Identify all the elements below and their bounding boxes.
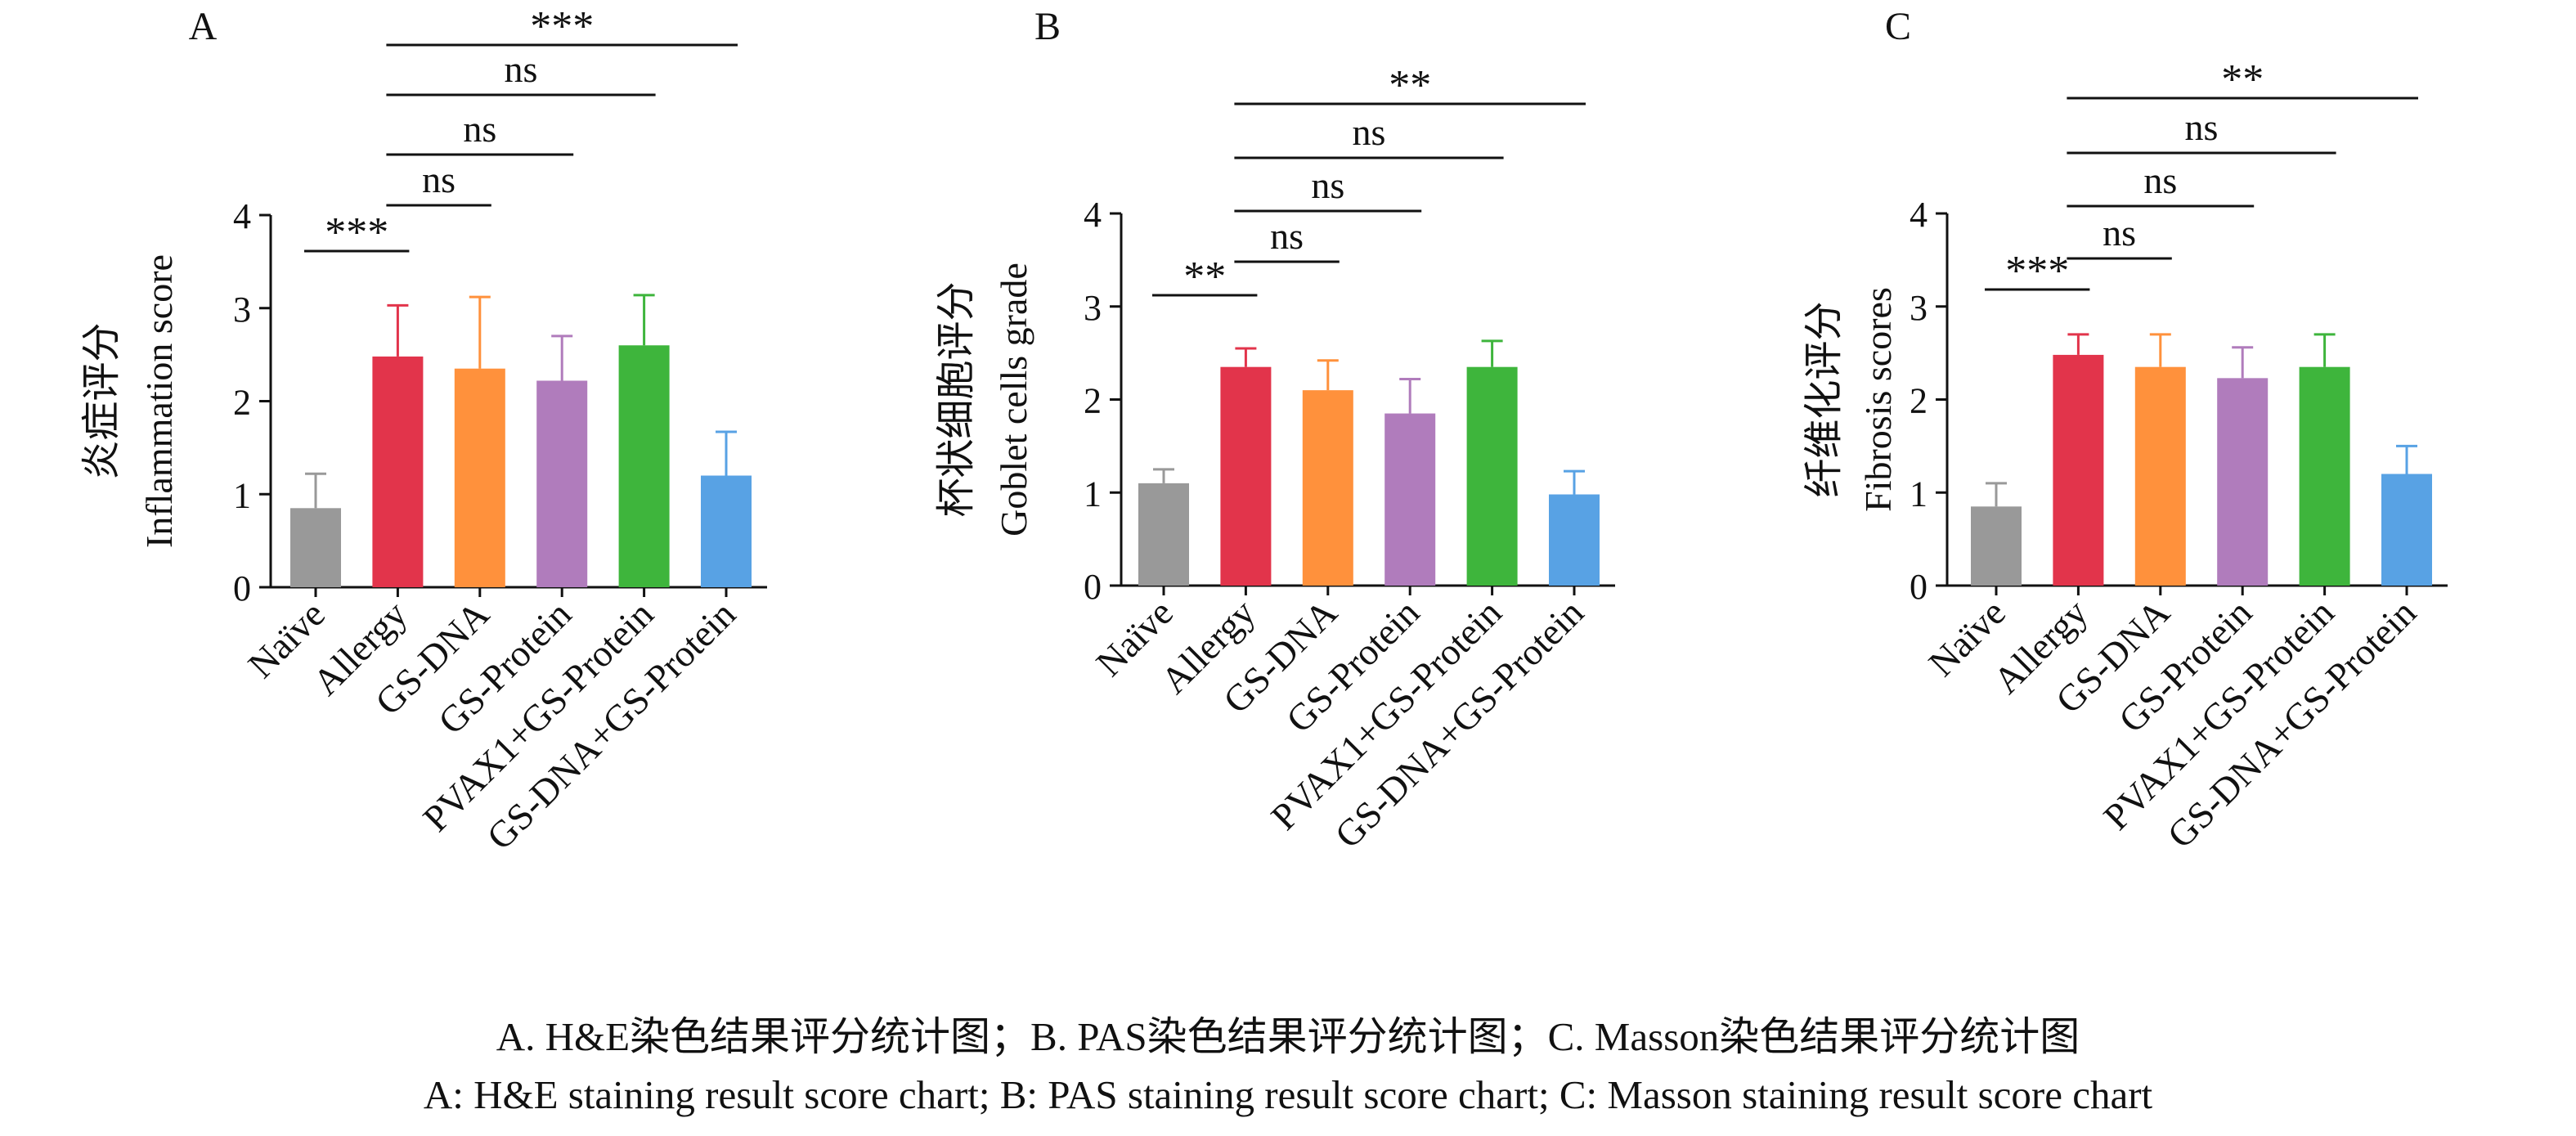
- y-tick-label: 1: [1910, 474, 1928, 514]
- y-axis-title-english: Goblet cells grade: [993, 263, 1034, 537]
- panel-label: A: [189, 5, 218, 48]
- y-tick-label: 3: [1084, 288, 1102, 328]
- significance-label: ns: [422, 159, 456, 200]
- y-tick-label: 0: [1910, 567, 1928, 607]
- y-tick-label: 3: [1910, 288, 1928, 328]
- y-tick-label: 0: [233, 568, 251, 608]
- significance-label: ns: [2185, 106, 2219, 148]
- significance-label: ns: [1270, 215, 1304, 257]
- y-tick-label: 1: [1084, 474, 1102, 514]
- significance-label: ns: [463, 108, 496, 150]
- y-axis-title-chinese: 杯状细胞评分: [935, 281, 978, 517]
- significance-label: ***: [325, 209, 388, 256]
- panel-label: B: [1034, 5, 1061, 48]
- bar: [1549, 494, 1600, 586]
- bar: [2299, 366, 2350, 586]
- bar: [2381, 474, 2432, 586]
- bar: [618, 345, 670, 587]
- bar: [1138, 483, 1189, 586]
- significance-label: ***: [2005, 248, 2069, 294]
- significance-label: **: [2221, 56, 2264, 103]
- panel-label: C: [1885, 5, 1911, 48]
- figure-caption-english: A: H&E staining result score chart; B: P…: [423, 1072, 2153, 1117]
- bar: [536, 380, 588, 587]
- significance-label: ***: [530, 3, 594, 50]
- y-tick-label: 3: [233, 290, 251, 330]
- significance-label: ns: [1311, 164, 1344, 206]
- y-tick-label: 2: [1910, 381, 1928, 421]
- y-tick-label: 2: [233, 383, 251, 423]
- bar: [2217, 378, 2269, 586]
- figure-caption-chinese: A. H&E染色结果评分统计图；B. PAS染色结果评分统计图；C. Masso…: [496, 1014, 2080, 1059]
- bar: [372, 356, 424, 587]
- bar: [1302, 390, 1353, 586]
- bar: [1971, 506, 2022, 586]
- y-tick-label: 4: [233, 196, 251, 236]
- y-tick-label: 4: [1084, 195, 1102, 235]
- bar: [2053, 354, 2104, 586]
- bar: [454, 368, 505, 587]
- significance-label: ns: [1353, 111, 1386, 153]
- bar: [1466, 366, 1518, 586]
- significance-label: **: [1389, 62, 1431, 109]
- significance-label: ns: [2143, 159, 2177, 201]
- y-tick-label: 1: [233, 475, 251, 515]
- y-tick-label: 2: [1084, 381, 1102, 421]
- y-axis-title-chinese: 纤维化评分: [1802, 301, 1846, 497]
- y-axis-title-english: Fibrosis scores: [1857, 287, 1899, 512]
- bar: [2134, 366, 2186, 586]
- bar: [701, 475, 752, 587]
- bar: [290, 508, 341, 587]
- y-axis-title-english: Inflammation score: [138, 254, 180, 548]
- y-axis-title-chinese: 炎症评分: [80, 322, 123, 479]
- y-tick-label: 0: [1084, 567, 1102, 607]
- bar: [1220, 366, 1272, 586]
- significance-label: ns: [505, 48, 538, 90]
- y-tick-label: 4: [1910, 195, 1928, 235]
- significance-label: ns: [2103, 212, 2136, 254]
- bar: [1384, 413, 1436, 586]
- significance-label: **: [1183, 254, 1226, 300]
